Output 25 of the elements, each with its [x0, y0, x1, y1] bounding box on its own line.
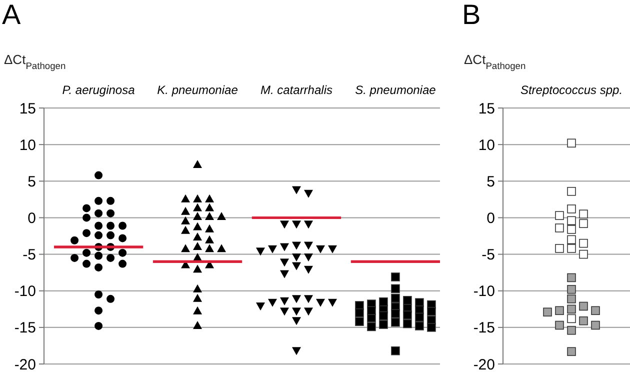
y-tick-label: 5 [486, 173, 495, 190]
y-tick-label: 5 [28, 173, 36, 190]
x-tick-label: Streptococcus spp. [520, 83, 623, 97]
y-axis-title: ΔCt$_{Pathogen}$ [464, 52, 526, 71]
y-tick-label: 15 [478, 100, 495, 118]
y-tick-label: -20 [14, 356, 36, 374]
x-tick-label: P. aeruginosa [62, 83, 136, 97]
chart-title: B [462, 0, 481, 30]
y-tick-label: -10 [473, 283, 495, 300]
y-tick-label: 10 [19, 136, 36, 154]
y-tick-label: -5 [22, 246, 36, 264]
y-tick-label: 0 [486, 210, 495, 227]
y-tick-label: -20 [473, 356, 495, 374]
y-tick-label: 0 [28, 210, 36, 227]
x-tick-label: K. pneumoniae [157, 83, 238, 97]
y-tick-label: 10 [478, 136, 495, 154]
y-axis-title: ΔCt$_{Pathogen}$ [4, 52, 66, 71]
y-tick-label: -15 [14, 320, 36, 337]
chart-title: A [2, 0, 21, 30]
y-tick-label: -5 [482, 246, 495, 264]
y-tick-label: -15 [473, 320, 495, 337]
y-tick-label: 15 [19, 100, 36, 118]
x-tick-label: M. catarrhalis [260, 83, 333, 97]
y-tick-label: -10 [14, 283, 36, 300]
x-tick-label: S. pneumoniae [355, 83, 436, 97]
